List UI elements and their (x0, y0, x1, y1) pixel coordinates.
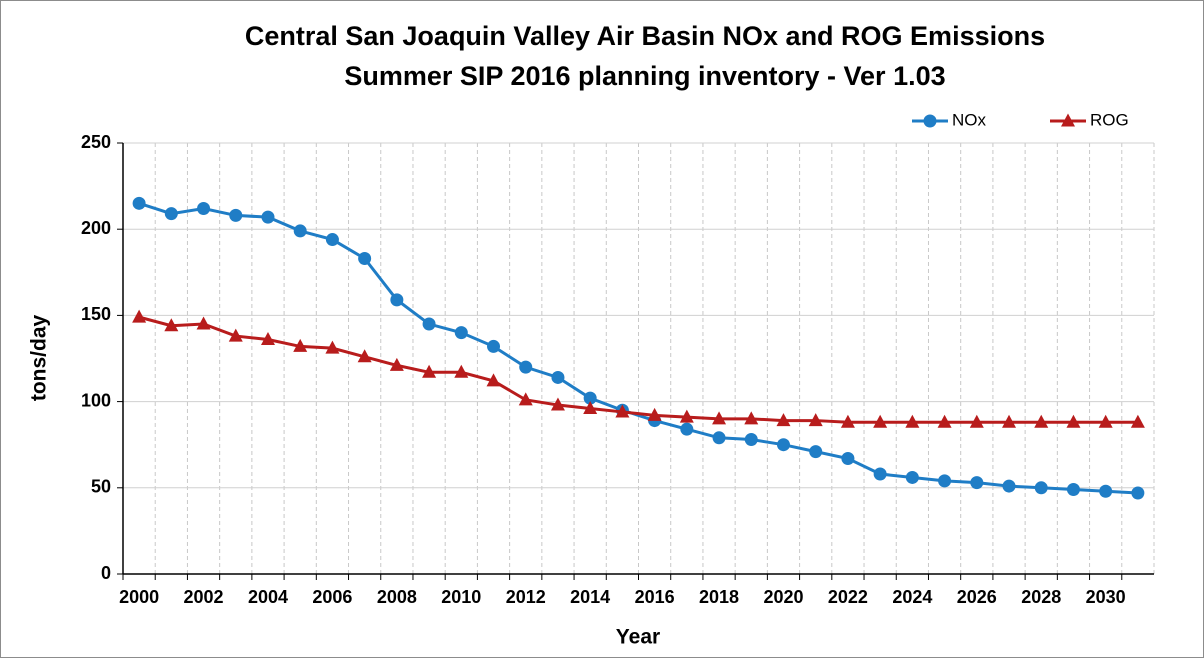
data-point (1034, 481, 1048, 495)
x-tick-label: 2010 (441, 587, 481, 607)
data-point (357, 349, 372, 363)
x-tick-label: 2006 (312, 587, 352, 607)
data-point (164, 207, 178, 221)
x-tick-label: 2026 (957, 587, 997, 607)
y-tick-label: 50 (91, 477, 111, 497)
legend-label: NOx (952, 110, 987, 129)
y-tick-label: 250 (81, 132, 111, 152)
data-point (841, 451, 855, 465)
data-point (776, 438, 790, 452)
data-point (744, 411, 759, 425)
y-tick-label: 200 (81, 218, 111, 238)
data-point (1130, 414, 1145, 428)
x-tick-label: 2008 (377, 587, 417, 607)
y-axis-label: tons/day (28, 315, 51, 402)
data-point (454, 326, 468, 340)
x-tick-label: 2002 (184, 587, 224, 607)
data-point (293, 338, 308, 352)
data-point (680, 422, 694, 436)
data-point (1066, 414, 1081, 428)
data-point (486, 373, 501, 387)
data-point (583, 391, 597, 405)
data-point (550, 397, 565, 411)
data-point (260, 332, 275, 346)
data-point (1002, 414, 1017, 428)
x-tick-label: 2000 (119, 587, 159, 607)
data-point (261, 210, 275, 224)
data-point (776, 413, 791, 427)
x-tick-label: 2022 (828, 587, 868, 607)
legend-marker (923, 114, 937, 128)
data-point (905, 470, 919, 484)
data-point (712, 411, 727, 425)
data-point (647, 407, 662, 421)
data-point (1131, 486, 1145, 500)
legend-label: ROG (1090, 110, 1129, 129)
data-point (808, 413, 823, 427)
data-point (873, 467, 887, 481)
data-point (1098, 414, 1113, 428)
data-point (358, 252, 372, 266)
data-point (744, 433, 758, 447)
data-point (422, 317, 436, 331)
x-tick-label: 2012 (506, 587, 546, 607)
x-tick-label: 2014 (570, 587, 610, 607)
x-tick-label: 2004 (248, 587, 288, 607)
data-point (937, 414, 952, 428)
data-point (228, 328, 243, 342)
x-tick-label: 2020 (763, 587, 803, 607)
chart-title: Central San Joaquin Valley Air Basin NOx… (245, 21, 1045, 51)
data-point (325, 233, 339, 247)
data-point (454, 364, 469, 378)
data-point (389, 357, 404, 371)
data-point (422, 364, 437, 378)
data-point (197, 202, 211, 216)
data-point (969, 414, 984, 428)
data-point (712, 431, 726, 445)
y-tick-label: 150 (81, 304, 111, 324)
data-point (905, 414, 920, 428)
data-point (487, 339, 501, 353)
series-line (138, 315, 1138, 424)
data-point (196, 316, 211, 330)
data-point (229, 208, 243, 222)
x-tick-label: 2024 (892, 587, 932, 607)
data-point (1034, 414, 1049, 428)
chart-subtitle: Summer SIP 2016 planning inventory - Ver… (344, 61, 945, 91)
data-point (551, 370, 565, 384)
data-point (970, 476, 984, 490)
data-point (132, 309, 147, 323)
data-point (132, 196, 146, 210)
data-point (293, 224, 307, 238)
data-point (164, 318, 179, 332)
data-point (325, 340, 340, 354)
legend-marker (1061, 113, 1075, 127)
x-tick-label: 2018 (699, 587, 739, 607)
data-point (390, 293, 404, 307)
data-point (938, 474, 952, 488)
data-point (1066, 483, 1080, 497)
data-point (840, 414, 855, 428)
data-point (583, 400, 598, 414)
x-tick-label: 2016 (635, 587, 675, 607)
data-point (809, 445, 823, 459)
data-point (615, 404, 630, 418)
x-tick-label: 2030 (1086, 587, 1126, 607)
y-tick-label: 0 (101, 563, 111, 583)
x-axis-label: Year (616, 626, 660, 649)
data-point (679, 409, 694, 423)
data-point (873, 414, 888, 428)
data-point (1099, 484, 1113, 498)
data-point (519, 360, 533, 374)
data-point (518, 392, 533, 406)
data-point (1002, 479, 1016, 493)
x-tick-label: 2028 (1021, 587, 1061, 607)
y-tick-label: 100 (81, 390, 111, 410)
